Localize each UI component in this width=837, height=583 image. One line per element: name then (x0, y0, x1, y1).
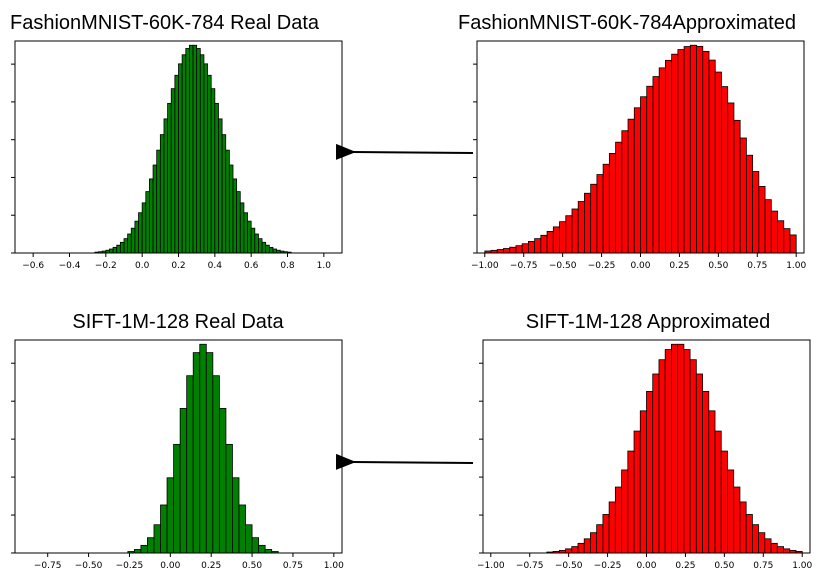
x-tick-label: 0.00 (630, 261, 650, 271)
x-tick-label: −0.25 (116, 561, 144, 571)
x-tick-label: 0.0 (135, 261, 150, 271)
x-tick-label: −0.75 (516, 561, 544, 571)
x-tick-label: 0.2 (171, 261, 185, 271)
x-tick-label: −0.25 (588, 261, 616, 271)
x-tick-label: −0.50 (549, 261, 577, 271)
x-tick-label: 1.0 (317, 261, 332, 271)
x-tick-label: 0.50 (714, 561, 734, 571)
x-tick-label: −0.25 (594, 561, 622, 571)
x-tick-label: −0.6 (22, 261, 44, 271)
chart-title-fashion-real: FashionMNIST-60K-784 Real Data (10, 12, 320, 34)
x-tick-label: −0.75 (34, 561, 62, 571)
x-tick-label: −0.75 (510, 261, 538, 271)
chart-title-sift-real: SIFT-1M-128 Real Data (72, 311, 284, 333)
x-tick-label: 1.00 (786, 261, 806, 271)
x-tick-label: 0.00 (636, 561, 656, 571)
arrow-fashion (335, 143, 474, 160)
x-tick-label: −1.00 (471, 261, 499, 271)
x-tick-label: 0.25 (201, 561, 221, 571)
x-tick-label: −1.00 (477, 561, 505, 571)
x-tick-label: 0.50 (242, 561, 262, 571)
arrow-sift (335, 453, 474, 470)
x-tick-label: 0.6 (244, 261, 259, 271)
x-tick-label: 1.00 (324, 561, 344, 571)
x-tick-label: 1.00 (792, 561, 812, 571)
plot-frame (14, 339, 343, 554)
x-tick-label: 0.75 (283, 561, 303, 571)
x-tick-label: 0.75 (747, 261, 767, 271)
x-tick-label: 0.50 (708, 261, 728, 271)
x-tick-label: 0.8 (280, 261, 295, 271)
x-tick-label: 0.4 (208, 261, 223, 271)
x-tick-label: −0.4 (59, 261, 81, 271)
x-tick-label: 0.00 (160, 561, 180, 571)
x-tick-label: 0.25 (669, 261, 689, 271)
x-tick-label: −0.50 (555, 561, 583, 571)
x-tick-label: 0.25 (675, 561, 695, 571)
chart-title-fashion-approx: FashionMNIST-60K-784Approximated (458, 12, 796, 34)
x-tick-label: −0.50 (75, 561, 103, 571)
x-tick-label: 0.75 (753, 561, 773, 571)
chart-title-sift-approx: SIFT-1M-128 Approximated (525, 311, 771, 333)
x-tick-label: −0.2 (95, 261, 117, 271)
